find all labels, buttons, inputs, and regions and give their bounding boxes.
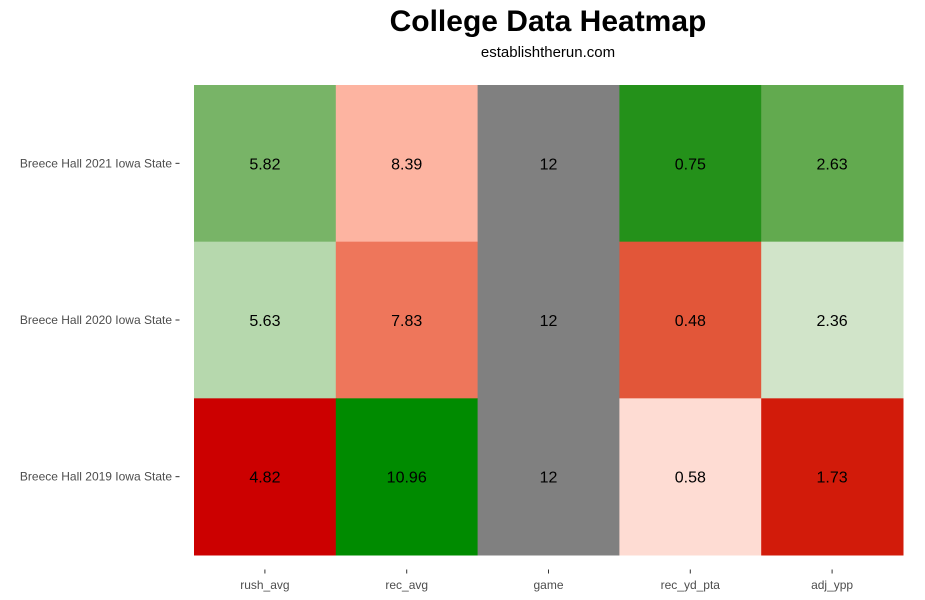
cell-value-label: 0.75 — [675, 156, 706, 173]
heatmap-cell — [761, 398, 904, 556]
cell-value-label: 4.82 — [249, 470, 280, 487]
column-tick-label: rec_avg — [385, 578, 428, 592]
heatmap-cell — [194, 85, 337, 243]
heatmap-cell — [477, 398, 620, 556]
heatmap-cell — [761, 85, 904, 243]
row-tick-label: Breece Hall 2021 Iowa State — [20, 156, 172, 170]
heatmap-cell — [761, 241, 904, 399]
cell-value-label: 5.63 — [249, 313, 280, 330]
cell-value-label: 2.36 — [817, 313, 848, 330]
column-tick-label: adj_ypp — [811, 578, 853, 592]
chart-subtitle: establishtherun.com — [481, 44, 615, 61]
cell-value-label: 12 — [540, 156, 558, 173]
heatmap-cell — [619, 241, 762, 399]
chart-title: College Data Heatmap — [390, 5, 707, 38]
cell-value-label: 12 — [540, 313, 558, 330]
column-tick-label: game — [533, 578, 563, 592]
heatmap-cell — [477, 241, 620, 399]
heatmap-cell — [619, 85, 762, 243]
cell-value-label: 2.63 — [817, 156, 848, 173]
cell-value-label: 10.96 — [387, 470, 427, 487]
heatmap-cell — [194, 241, 337, 399]
cell-value-label: 12 — [540, 470, 558, 487]
cell-value-label: 1.73 — [817, 470, 848, 487]
row-axis: Breece Hall 2021 Iowa State Breece Hall 2… — [20, 156, 180, 484]
heatmap-cell — [335, 241, 479, 399]
heatmap-cell — [335, 85, 479, 243]
column-tick-label: rec_yd_pta — [661, 578, 721, 592]
cell-value-label: 5.82 — [249, 156, 280, 173]
heatmap-cell — [335, 398, 479, 556]
heatmap-cells: 5.82 8.39 12 0.75 2.63 5.63 7.83 12 0.48 2.36 4.82… — [194, 85, 904, 556]
cell-value-label: 7.83 — [391, 313, 422, 330]
column-axis: rush_avg rec_avg game rec_yd_pta adj_ypp — [240, 569, 853, 592]
row-tick-label: Breece Hall 2019 Iowa State — [20, 470, 172, 484]
cell-value-label: 0.58 — [675, 470, 706, 487]
heatmap-cell — [194, 398, 337, 556]
column-tick-label: rush_avg — [240, 578, 289, 592]
cell-value-label: 0.48 — [675, 313, 706, 330]
heatmap-cell — [477, 85, 620, 243]
cell-value-label: 8.39 — [391, 156, 422, 173]
heatmap-cell — [619, 398, 762, 556]
row-tick-label: Breece Hall 2020 Iowa State — [20, 313, 172, 327]
